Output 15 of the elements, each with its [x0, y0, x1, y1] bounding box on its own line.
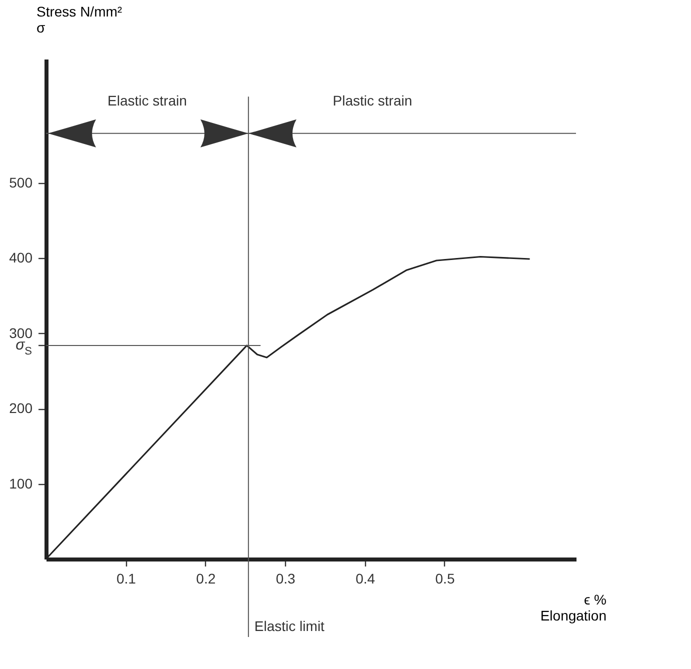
y-tick-label: 200	[9, 400, 33, 416]
y-tick-label: 400	[9, 250, 33, 266]
y-tick-label: 500	[9, 174, 33, 191]
y-axis-title: Stress N/mm² σ	[36, 4, 122, 36]
annotation: Elastic strain	[108, 92, 187, 108]
x-tick-label: 0.2	[196, 570, 216, 586]
x-tick-label: 0.5	[435, 570, 455, 586]
annotation: Plastic strain	[332, 92, 412, 108]
x-axis-title: ϵ % Elongation	[540, 592, 606, 624]
x-tick-label: 0.4	[356, 570, 376, 586]
ref-line-label: Elastic limit	[254, 618, 325, 634]
x-tick-label: 0.3	[276, 570, 296, 586]
x-tick-label: 0.1	[116, 570, 136, 586]
y-tick-label: 300	[9, 324, 33, 341]
y-tick-label: 100	[9, 475, 33, 492]
